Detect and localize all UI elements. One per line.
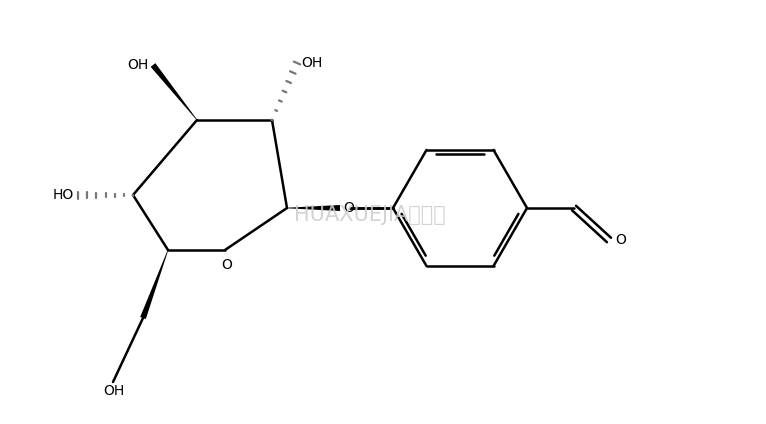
Text: HUAXUEJIA化学加: HUAXUEJIA化学加 (294, 205, 446, 225)
Text: OH: OH (301, 56, 322, 70)
Text: OH: OH (128, 58, 149, 72)
Polygon shape (287, 205, 340, 211)
Text: O: O (221, 258, 232, 272)
Polygon shape (140, 250, 169, 319)
Text: O: O (615, 233, 626, 247)
Text: HO: HO (53, 188, 74, 202)
Text: OH: OH (103, 384, 125, 398)
Text: O: O (343, 201, 354, 215)
Polygon shape (151, 63, 197, 120)
